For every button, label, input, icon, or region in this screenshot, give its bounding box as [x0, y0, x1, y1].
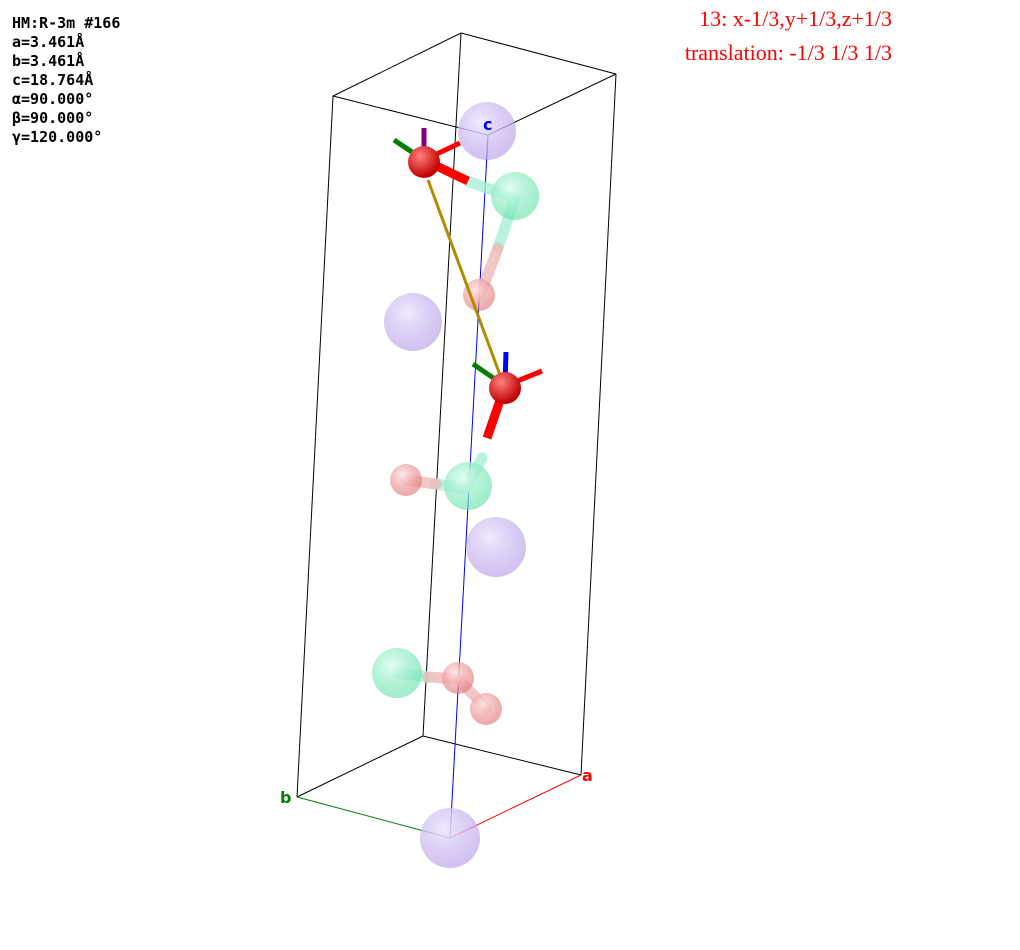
- cell-beta: β=90.000°: [12, 109, 94, 127]
- green-atom[interactable]: [491, 172, 539, 220]
- red-atom[interactable]: [408, 146, 440, 178]
- axis-label-a: a: [582, 766, 593, 785]
- symmetry-operation-info: 13: x-1/3,y+1/3,z+1/3 translation: -1/3 …: [685, 2, 892, 70]
- cell-edge: [422, 32, 462, 737]
- large-atom[interactable]: [458, 102, 516, 160]
- large-atom[interactable]: [384, 293, 442, 351]
- cell-a: a=3.461Å: [12, 33, 85, 51]
- pink-atom[interactable]: [442, 662, 474, 694]
- symmetry-translation: translation: -1/3 1/3 1/3: [684, 40, 892, 65]
- green-atom[interactable]: [372, 648, 422, 698]
- cell-b: b=3.461Å: [12, 52, 85, 70]
- unit-cell-box: [296, 32, 617, 798]
- cell-edge: [460, 32, 617, 75]
- cell-edge: [580, 73, 617, 776]
- axis-label-b: b: [280, 788, 291, 807]
- cell-gamma: γ=120.000°: [12, 128, 103, 146]
- highlighted-atom-2[interactable]: [471, 351, 543, 440]
- cell-c: c=18.764Å: [12, 71, 94, 89]
- cell-edge: [296, 95, 334, 798]
- pink-atom[interactable]: [390, 464, 422, 496]
- highlighted-atom-1[interactable]: [392, 128, 470, 186]
- spacegroup-label: HM:R-3m #166: [12, 14, 121, 32]
- cell-edge: [296, 735, 424, 798]
- green-atom[interactable]: [444, 462, 492, 510]
- large-atom[interactable]: [420, 808, 480, 868]
- cell-parameters: HM:R-3m #166 a=3.461Å b=3.461Å c=18.764Å…: [12, 14, 120, 147]
- cell-alpha: α=90.000°: [12, 90, 94, 108]
- symmetry-operation: 13: x-1/3,y+1/3,z+1/3: [699, 6, 892, 31]
- pink-atom[interactable]: [470, 693, 502, 725]
- axis-label-c: c: [483, 115, 492, 134]
- red-atom[interactable]: [489, 372, 521, 404]
- large-atom[interactable]: [466, 517, 526, 577]
- distance-bond[interactable]: [426, 179, 502, 376]
- cell-edge: [332, 32, 462, 97]
- cell-edge: [422, 735, 582, 776]
- pink-atom[interactable]: [463, 279, 495, 311]
